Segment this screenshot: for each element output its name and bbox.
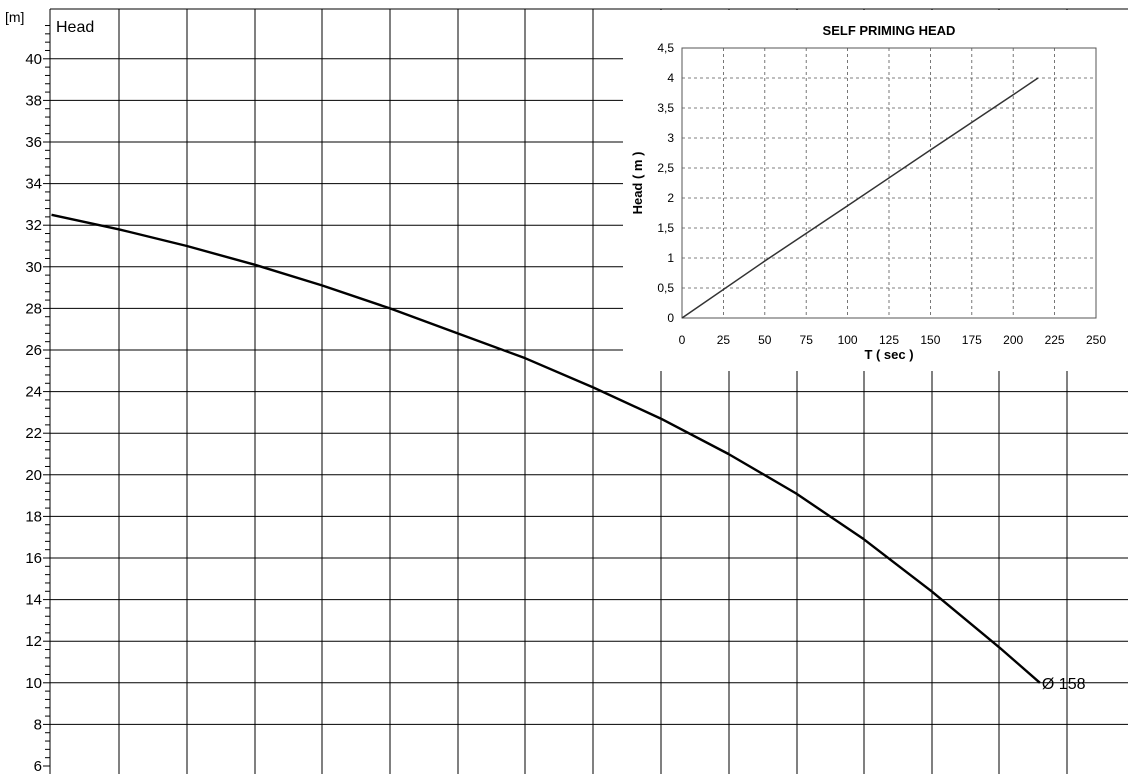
main-curve-line: [51, 213, 1041, 684]
main-y-tick-label: 10: [25, 675, 42, 692]
inset-x-tick-label: 225: [1045, 333, 1065, 347]
inset-y-axis-label: Head ( m ): [630, 152, 645, 215]
main-y-tick-label: 38: [25, 92, 42, 109]
inset-y-tick-label: 2,5: [657, 161, 674, 175]
main-series: [51, 213, 1041, 684]
main-head-label: Head: [56, 19, 94, 36]
inset-y-tick-label: 1: [667, 251, 674, 265]
inset-y-tick-label: 4: [667, 71, 674, 85]
curve-label: Ø 158: [1042, 676, 1086, 693]
main-y-axis: 6 8 10 12 14 16 18 20 22 24 26 28 30 32 34 36 38 40: [25, 9, 51, 775]
inset-y-tick-label: 3,5: [657, 101, 674, 115]
inset-y-tick-label: 4,5: [657, 41, 674, 55]
main-y-tick-label: 18: [25, 508, 42, 525]
inset-background: [623, 10, 1128, 371]
inset-y-tick-label: 0,5: [657, 281, 674, 295]
main-minor-ticks: [43, 25, 50, 767]
main-y-tick-label: 6: [34, 758, 42, 774]
main-y-tick-label: 28: [25, 300, 42, 317]
main-y-tick-label: 32: [25, 217, 42, 234]
inset-y-tick-label: 3: [667, 131, 674, 145]
main-y-tick-label: 14: [25, 592, 42, 609]
inset-title: SELF PRIMING HEAD: [823, 23, 956, 38]
inset-x-tick-label: 50: [758, 333, 772, 347]
main-y-tick-label: 36: [25, 134, 42, 151]
main-y-tick-label: 30: [25, 259, 42, 276]
main-y-tick-label: 12: [25, 633, 42, 650]
inset-y-tick-label: 2: [667, 191, 674, 205]
main-y-tick-label: 34: [25, 176, 42, 193]
inset-x-tick-label: 25: [717, 333, 731, 347]
main-y-tick-label: 20: [25, 467, 42, 484]
main-y-tick-label: 16: [25, 550, 42, 567]
inset-x-tick-label: 0: [679, 333, 686, 347]
inset-chart: SELF PRIMING HEAD 0 25 50 75 100 125 150 175 200…: [623, 10, 1128, 371]
inset-x-tick-label: 250: [1086, 333, 1106, 347]
inset-grid: [682, 48, 1096, 318]
main-y-tick-label: 8: [34, 716, 42, 733]
inset-series-line: [681, 77, 1039, 319]
inset-y-tick-label: 0: [667, 311, 674, 325]
main-y-tick-label: 26: [25, 342, 42, 359]
inset-x-axis-label: T ( sec ): [864, 347, 913, 362]
inset-x-tick-label: 75: [800, 333, 814, 347]
inset-x-tick-label: 200: [1003, 333, 1023, 347]
inset-x-tick-label: 175: [962, 333, 982, 347]
main-y-tick-label: 22: [25, 425, 42, 442]
inset-y-tick-label: 1,5: [657, 221, 674, 235]
inset-plot-frame: [681, 47, 1097, 319]
inset-series: [681, 77, 1039, 319]
inset-x-tick-label: 125: [879, 333, 899, 347]
main-y-tick-label: 40: [25, 51, 42, 68]
inset-y-tick-labels: 0 0,5 1 1,5 2 2,5 3 3,5 4 4,5: [657, 41, 674, 325]
inset-x-tick-label: 150: [920, 333, 940, 347]
main-y-tick-label: 24: [25, 384, 42, 401]
main-y-tick-labels: 6 8 10 12 14 16 18 20 22 24 26 28 30 32 34 36 38 40: [25, 51, 42, 775]
main-unit-label: [m]: [5, 9, 24, 25]
inset-x-tick-labels: 0 25 50 75 100 125 150 175 200 225 250: [679, 333, 1107, 347]
inset-x-tick-label: 100: [838, 333, 858, 347]
